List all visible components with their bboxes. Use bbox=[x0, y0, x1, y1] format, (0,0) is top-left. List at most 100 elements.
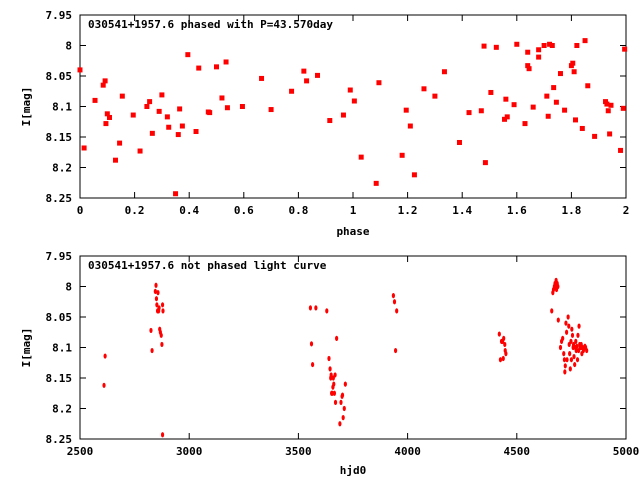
data-point bbox=[393, 347, 398, 354]
data-point bbox=[563, 369, 567, 375]
data-point bbox=[501, 355, 505, 362]
data-point bbox=[618, 147, 624, 153]
x-tick-label: 1.2 bbox=[398, 204, 418, 217]
data-point bbox=[564, 320, 568, 326]
x-tick-label: 0.2 bbox=[125, 204, 145, 217]
data-point bbox=[157, 305, 161, 311]
y-tick-label: 8.15 bbox=[46, 131, 73, 144]
data-point bbox=[154, 296, 159, 302]
data-point bbox=[342, 405, 346, 412]
data-point bbox=[504, 114, 510, 120]
data-point bbox=[102, 382, 106, 388]
y-axis-label: I[mag] bbox=[20, 328, 33, 368]
data-point bbox=[399, 152, 405, 158]
data-point bbox=[622, 46, 628, 52]
data-point bbox=[569, 338, 573, 344]
data-point bbox=[341, 415, 345, 421]
data-point bbox=[575, 357, 580, 363]
data-point bbox=[333, 372, 337, 378]
data-point bbox=[573, 361, 577, 368]
data-point bbox=[81, 145, 87, 151]
data-point bbox=[488, 89, 494, 95]
data-point bbox=[568, 351, 572, 357]
data-point bbox=[315, 72, 321, 78]
data-point bbox=[577, 323, 581, 329]
data-point bbox=[159, 92, 165, 98]
data-point bbox=[608, 102, 614, 108]
data-point bbox=[564, 329, 569, 335]
x-tick-label: 2500 bbox=[67, 445, 94, 458]
data-point bbox=[568, 366, 572, 372]
data-point bbox=[569, 357, 574, 363]
data-point bbox=[466, 110, 472, 116]
data-point bbox=[175, 132, 181, 138]
x-tick-label: 0 bbox=[77, 204, 84, 217]
x-tick-label: 0.8 bbox=[288, 204, 308, 217]
data-point bbox=[376, 80, 382, 86]
data-point bbox=[556, 283, 560, 290]
x-tick-label: 2 bbox=[623, 204, 630, 217]
data-point bbox=[160, 432, 165, 438]
data-point bbox=[620, 105, 626, 111]
data-point bbox=[160, 302, 165, 308]
data-point bbox=[567, 323, 571, 329]
data-point bbox=[339, 399, 343, 405]
data-point bbox=[106, 114, 112, 120]
data-point bbox=[239, 104, 245, 109]
data-point bbox=[104, 111, 110, 117]
data-point bbox=[478, 108, 484, 114]
data-point bbox=[332, 381, 336, 387]
data-point bbox=[493, 44, 499, 50]
data-point bbox=[100, 82, 106, 88]
data-point bbox=[497, 331, 501, 337]
data-point bbox=[147, 99, 153, 105]
data-point bbox=[193, 129, 199, 135]
data-point bbox=[351, 98, 357, 104]
data-point bbox=[130, 112, 136, 118]
data-point bbox=[196, 65, 202, 71]
data-point bbox=[562, 107, 568, 113]
data-point bbox=[309, 341, 314, 347]
data-point bbox=[562, 351, 566, 357]
data-point bbox=[177, 106, 183, 112]
data-point bbox=[572, 117, 578, 123]
data-point bbox=[526, 66, 532, 72]
data-point bbox=[338, 421, 342, 427]
data-point bbox=[144, 104, 150, 109]
data-point bbox=[536, 47, 542, 53]
chart-title: 030541+1957.6 not phased light curve bbox=[88, 259, 327, 272]
data-point bbox=[556, 317, 560, 323]
data-point bbox=[119, 93, 125, 99]
chart-2: 2500 3000 3500 4000 4500 5000 7.95 8 8.05 8.1 8.15… bbox=[20, 250, 639, 477]
data-point bbox=[214, 64, 219, 70]
data-point bbox=[575, 343, 579, 349]
data-point bbox=[545, 113, 551, 119]
y-tick-label: 8.2 bbox=[52, 403, 72, 416]
data-point bbox=[570, 60, 576, 66]
data-point bbox=[328, 366, 332, 372]
y-tick-label: 7.95 bbox=[46, 250, 73, 263]
data-point bbox=[574, 43, 580, 48]
data-point bbox=[161, 308, 165, 314]
y-tick-label: 8.25 bbox=[46, 433, 73, 446]
y-tick-label: 8.2 bbox=[52, 162, 72, 175]
y-axis-label: I[mag] bbox=[20, 87, 33, 127]
data-point bbox=[582, 38, 588, 44]
data-point bbox=[304, 78, 310, 84]
data-point bbox=[503, 96, 509, 102]
data-point bbox=[570, 326, 574, 332]
y-tick-label: 8.05 bbox=[46, 311, 73, 324]
data-point bbox=[335, 335, 339, 341]
data-point bbox=[347, 87, 353, 93]
data-point bbox=[329, 372, 333, 378]
data-point bbox=[562, 357, 567, 363]
data-point bbox=[77, 67, 83, 73]
data-point bbox=[314, 305, 318, 311]
data-point bbox=[421, 86, 427, 92]
data-point bbox=[92, 97, 98, 103]
x-tick-label: 0.4 bbox=[179, 204, 199, 217]
data-point bbox=[137, 148, 143, 154]
chart-1: 0 0.2 0.4 0.6 0.8 1 1.2 1.4 1.6 1.8 2 7.95 8 8.05 8.1 8… bbox=[20, 9, 629, 238]
